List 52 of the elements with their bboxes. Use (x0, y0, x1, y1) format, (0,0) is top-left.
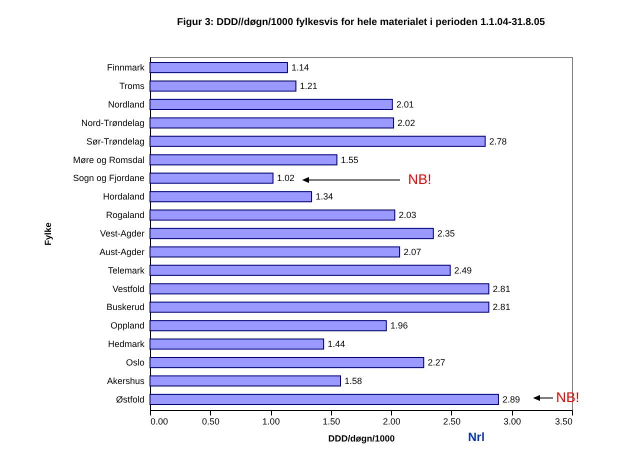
y-tick-label: Møre og Romsdal (72, 154, 144, 165)
y-tick-label: Buskerud (106, 302, 144, 312)
y-tick-label: Rogaland (106, 210, 144, 220)
y-tick-label: Vest-Agder (100, 228, 144, 238)
chart-title: Figur 3: DDD//døgn/1000 fylkesvis for hele materialet i perioden 1.1.04-31.8.05 (177, 17, 546, 28)
data-label: 2.01 (396, 99, 414, 110)
data-label: 1.55 (340, 154, 358, 165)
data-label: 2.81 (492, 302, 510, 312)
y-tick-label: Troms (119, 81, 145, 92)
x-tick-label: 0.50 (202, 416, 220, 426)
data-label: 1.34 (316, 192, 334, 202)
y-tick-label: Akershus (106, 376, 145, 386)
data-label: 2.78 (489, 136, 507, 146)
x-tick-label: 3.50 (554, 416, 572, 426)
data-label: 1.02 (276, 173, 295, 184)
annotation: NB! (556, 389, 580, 405)
y-tick-label: Aust-Agder (99, 246, 144, 257)
data-label: 2.03 (398, 210, 416, 220)
annotation: NB! (408, 171, 432, 187)
data-label: 1.21 (300, 81, 318, 92)
x-tick-label: 2.00 (382, 416, 400, 426)
y-tick-label: Sør-Trøndelag (86, 136, 144, 146)
data-label: 2.27 (428, 358, 446, 368)
data-label: 2.02 (398, 118, 416, 128)
y-tick-label: Nord-Trøndelag (81, 118, 144, 128)
data-label: 2.81 (492, 284, 510, 294)
y-tick-label: Nordland (108, 99, 144, 110)
y-tick-label: Vestfold (112, 284, 144, 294)
data-label: 1.58 (344, 376, 362, 386)
data-label: 1.14 (291, 62, 309, 73)
y-tick-label: Sogn og Fjordane (72, 173, 144, 184)
text: Nrl (468, 430, 485, 444)
data-label: 1.44 (328, 339, 346, 350)
y-tick-label: Østfold (116, 394, 144, 404)
data-label: 2.49 (454, 265, 472, 276)
x-axis-title: DDD/døgn/1000 (328, 434, 395, 444)
y-axis-title: Fylke (42, 222, 53, 246)
y-tick-label: Oppland (110, 320, 144, 331)
data-label: 2.07 (404, 246, 422, 257)
x-tick-label: 3.00 (503, 416, 521, 426)
data-label: 2.89 (502, 394, 520, 404)
y-tick-label: Hordaland (102, 192, 144, 202)
data-label: 1.96 (390, 320, 408, 331)
x-tick-label: 1.00 (262, 416, 280, 426)
x-tick-label: 2.50 (443, 416, 461, 426)
x-tick-label: 0.00 (150, 416, 168, 426)
y-tick-label: Telemark (108, 265, 145, 276)
y-tick-label: Oslo (126, 358, 144, 368)
y-tick-label: Hedmark (108, 339, 145, 350)
x-tick-label: 1.50 (322, 416, 340, 426)
data-label: 2.35 (437, 228, 455, 238)
y-tick-label: Finnmark (106, 62, 145, 73)
